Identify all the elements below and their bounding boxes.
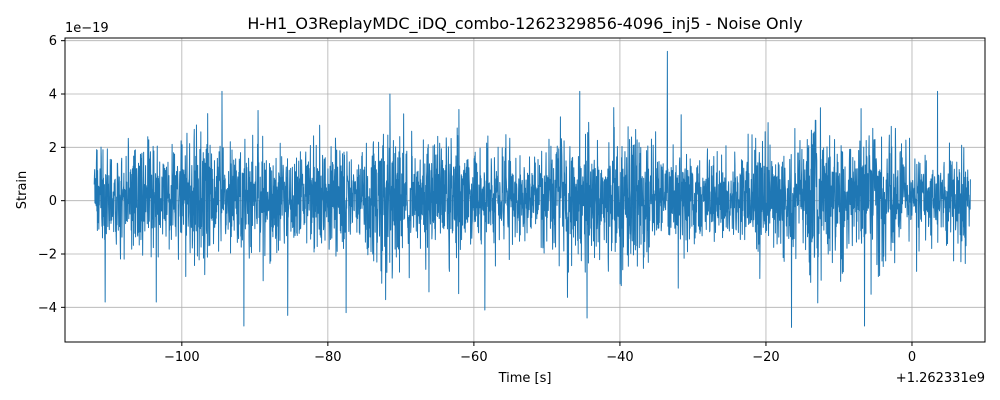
- y-tick-label: 6: [49, 34, 57, 49]
- x-axis-label: Time [s]: [498, 371, 552, 386]
- chart-title: H-H1_O3ReplayMDC_iDQ_combo-1262329856-40…: [247, 14, 802, 34]
- y-tick-label: −4: [38, 301, 57, 316]
- x-tick-label: −40: [606, 350, 633, 365]
- y-axis-label: Strain: [15, 171, 30, 210]
- y-axis-ticks: −4 −2 0 2 4 6: [38, 34, 65, 316]
- y-tick-label: −2: [38, 248, 57, 263]
- x-tick-label: −80: [314, 350, 341, 365]
- x-axis-ticks: −100 −80 −60 −40 −20 0: [164, 342, 916, 365]
- x-tick-label: 0: [908, 350, 916, 365]
- x-tick-label: −60: [460, 350, 487, 365]
- y-tick-label: 4: [49, 88, 57, 103]
- x-tick-label: −100: [164, 350, 200, 365]
- axes-frame: [64, 37, 986, 343]
- strain-series-line: [93, 50, 971, 328]
- x-axis-offset-label: +1.262331e9: [896, 371, 985, 386]
- y-axis-scale-label: 1e−19: [65, 21, 109, 36]
- plot-area: [93, 50, 971, 328]
- y-tick-label: 2: [49, 141, 57, 156]
- y-tick-label: 0: [49, 194, 57, 209]
- x-tick-label: −20: [752, 350, 779, 365]
